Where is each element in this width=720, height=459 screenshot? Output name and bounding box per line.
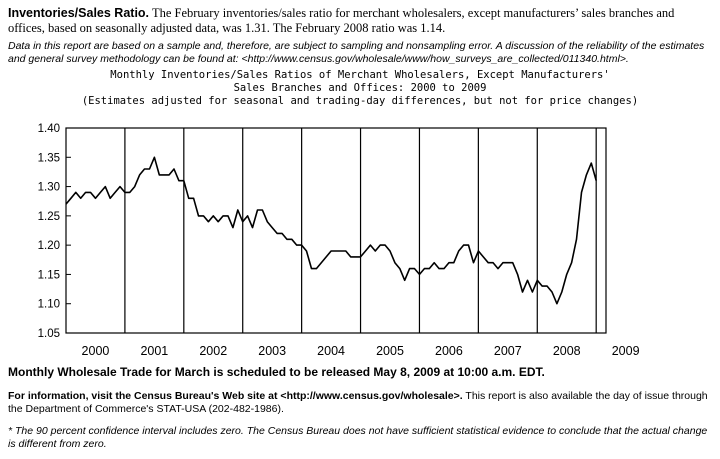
x-tick-label: 2006 (435, 344, 463, 358)
x-tick-label: 2003 (258, 344, 286, 358)
chart-title-line2: Sales Branches and Offices: 2000 to 2009 (233, 82, 487, 94)
y-tick-label: 1.40 (38, 123, 60, 135)
x-tick-label: 2000 (82, 344, 110, 358)
x-tick-label: 2007 (494, 344, 522, 358)
plot-frame (65, 127, 607, 334)
y-tick-label: 1.25 (38, 211, 60, 223)
y-tick-label: 1.35 (38, 152, 60, 164)
footnote: * The 90 percent confidence interval inc… (8, 425, 708, 450)
info-rest: This report is also available the day of… (8, 390, 708, 415)
series-line (65, 156, 597, 305)
x-tick-label: 2005 (376, 344, 404, 358)
x-axis: 2000 2001 2002 2003 2004 2005 2006 2007 2008 2009 (82, 344, 640, 358)
year-divider-lines (124, 128, 597, 333)
release-notice: Monthly Wholesale Trade for March is sch… (8, 365, 545, 379)
series-group (65, 156, 597, 305)
x-tick-label: 2004 (317, 344, 345, 358)
info-paragraph: For information, visit the Census Bureau… (8, 390, 714, 416)
reliability-note: Data in this report are based on a sampl… (8, 40, 705, 65)
x-tick-label: 2008 (553, 344, 581, 358)
intro-paragraph: Inventories/Sales Ratio. The February in… (8, 6, 714, 36)
x-tick-label: 2001 (140, 344, 168, 358)
intro-heading: Inventories/Sales Ratio. (8, 6, 150, 20)
chart-title: Monthly Inventories/Sales Ratios of Merc… (110, 69, 610, 81)
y-tick-label: 1.10 (38, 299, 60, 311)
line-chart: 1.401.351.301.251.201.151.101.05 2000 200… (38, 123, 640, 358)
y-tick-label: 1.15 (38, 269, 60, 281)
chart-subtitle: (Estimates adjusted for seasonal and tra… (81, 95, 639, 107)
x-tick-label: 2002 (199, 344, 227, 358)
y-tick-label: 1.05 (38, 328, 60, 340)
y-tick-label: 1.30 (38, 182, 60, 194)
info-website: For information, visit the Census Bureau… (8, 390, 463, 402)
intro-text: The February inventories/sales ratio for… (8, 6, 675, 35)
x-tick-label: 2009 (612, 344, 640, 358)
y-tick-label: 1.20 (38, 240, 60, 252)
